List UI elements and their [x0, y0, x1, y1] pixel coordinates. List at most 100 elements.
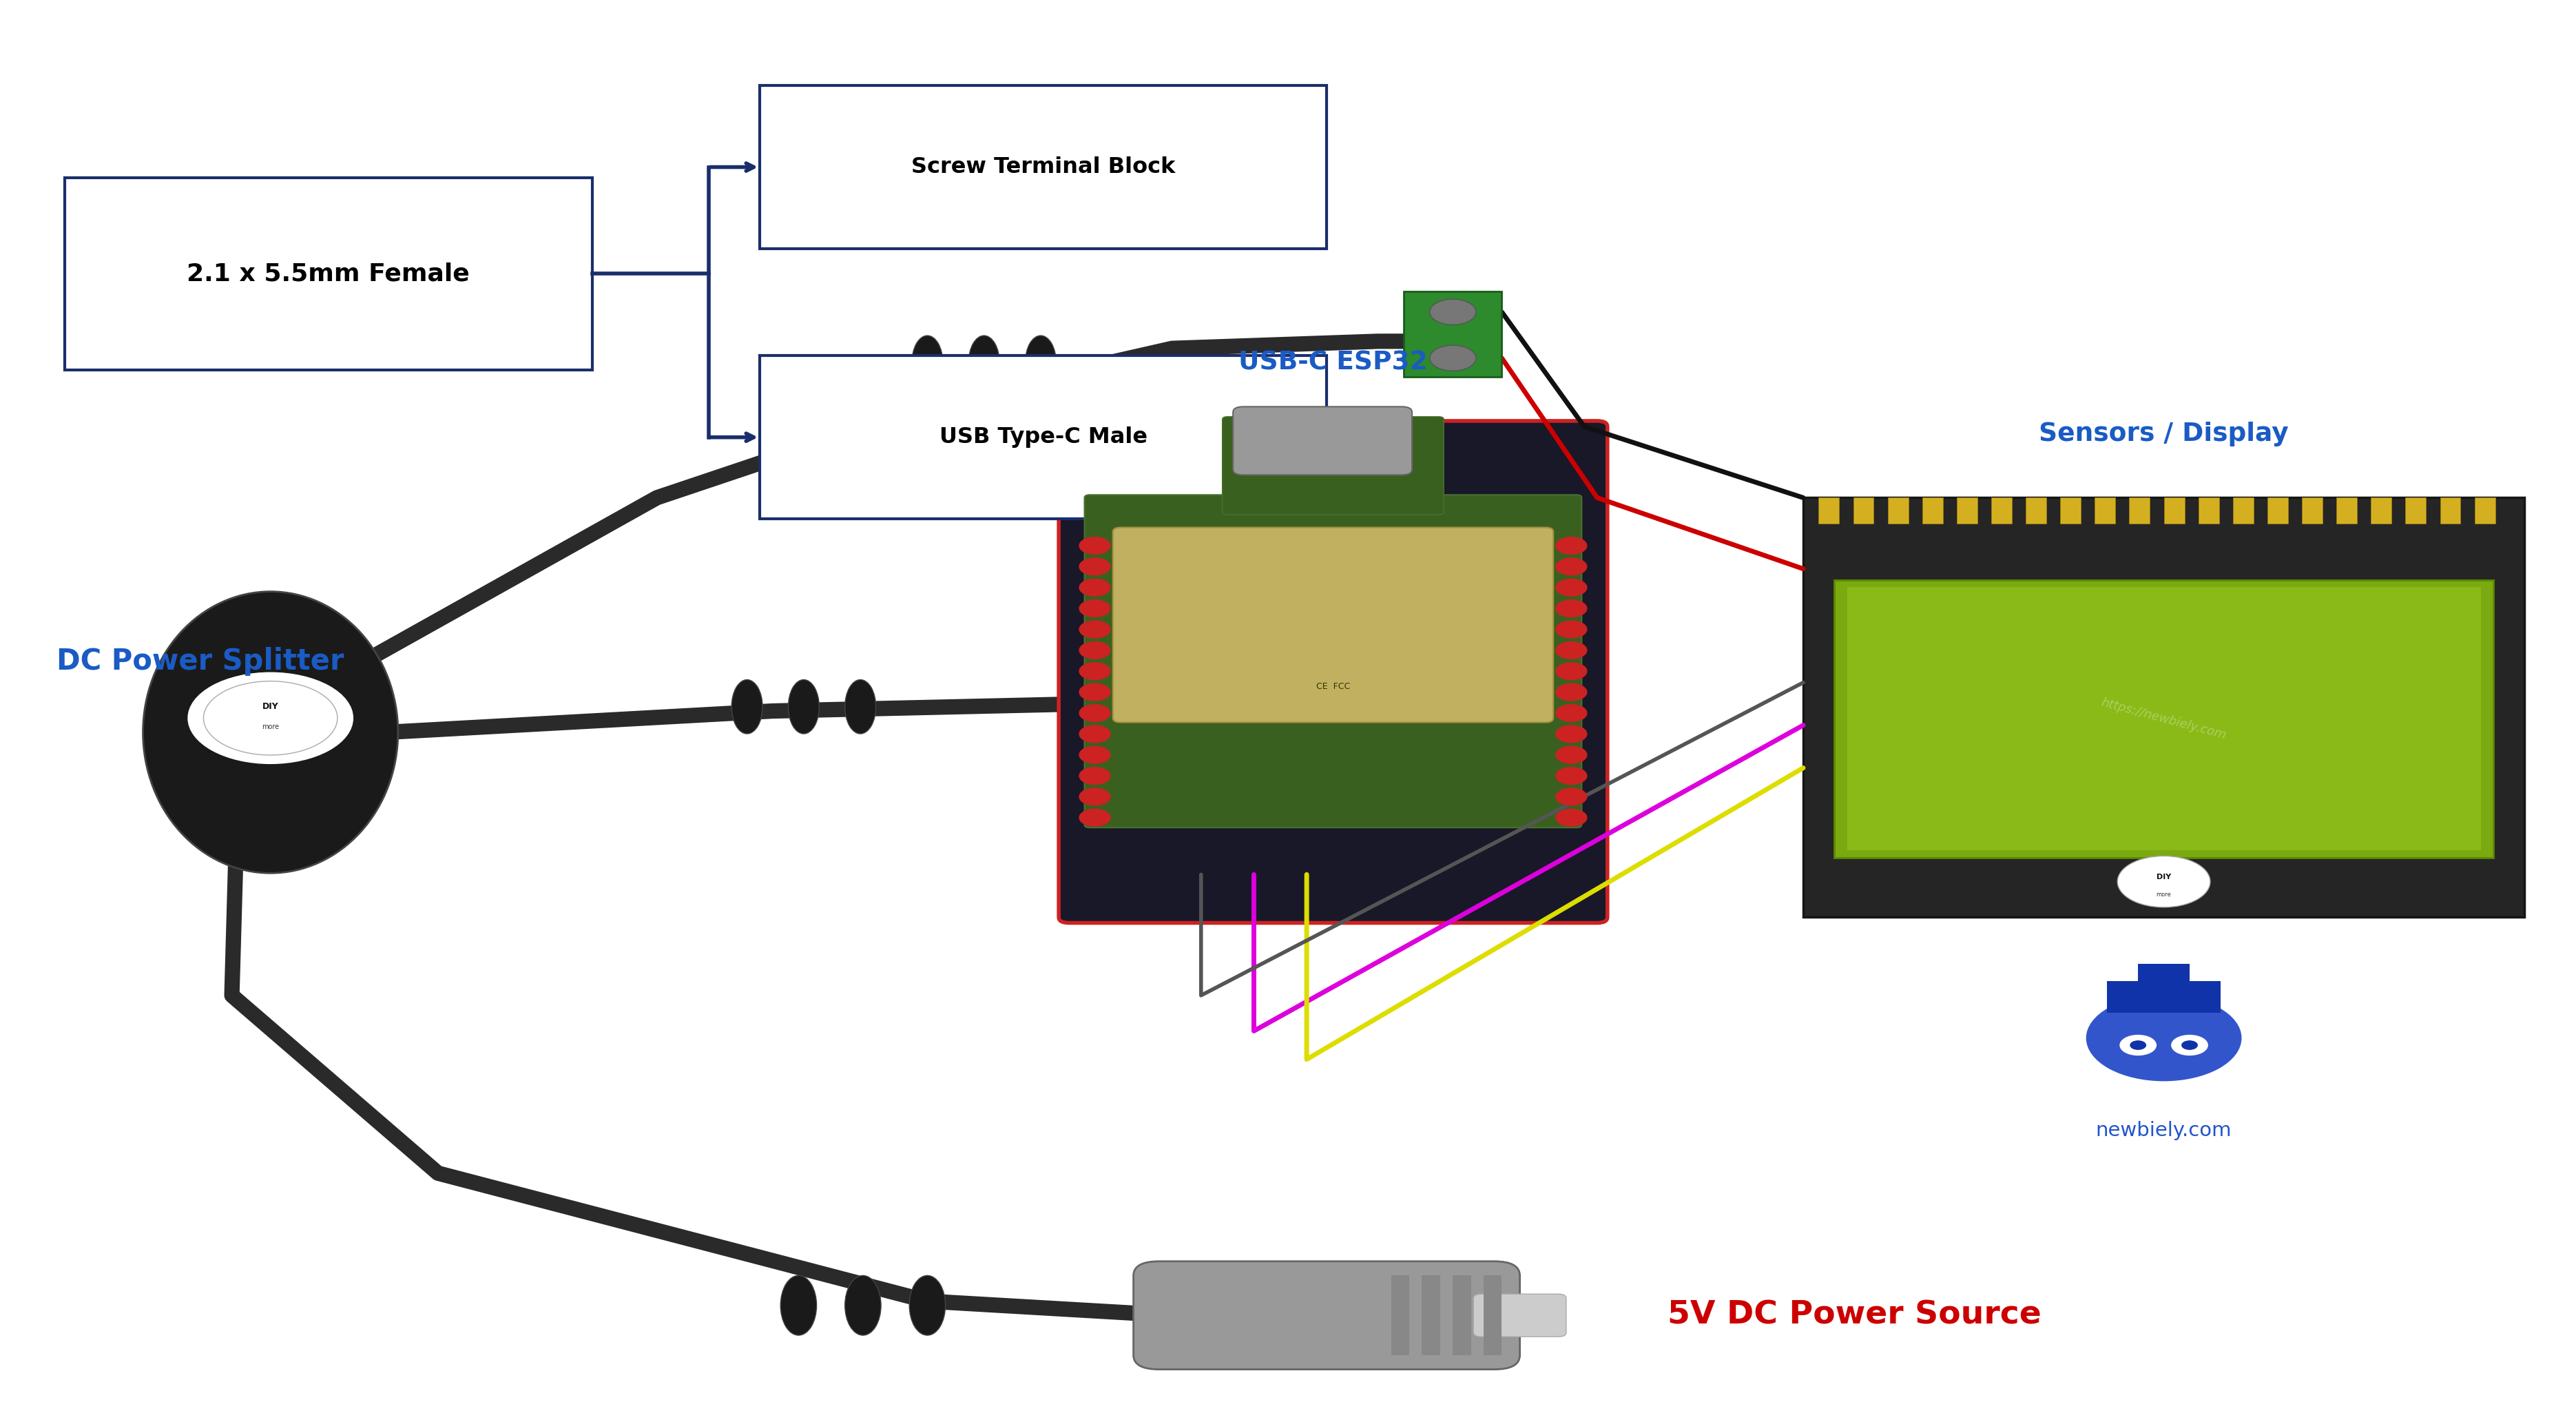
Circle shape [1079, 663, 1110, 680]
Bar [2267, 498, 2287, 523]
Ellipse shape [781, 1276, 817, 1335]
Bar [2439, 498, 2460, 523]
Circle shape [1556, 725, 1587, 742]
Bar [1391, 1276, 1409, 1355]
Bar [1484, 1276, 1502, 1355]
FancyBboxPatch shape [64, 178, 592, 370]
Circle shape [1556, 621, 1587, 638]
Circle shape [1079, 621, 1110, 638]
FancyBboxPatch shape [1084, 495, 1582, 828]
Ellipse shape [788, 680, 819, 734]
Text: USB-C ESP32: USB-C ESP32 [1239, 350, 1427, 375]
Ellipse shape [732, 680, 762, 734]
Bar [2164, 498, 2184, 523]
Circle shape [1556, 557, 1587, 574]
Circle shape [1079, 538, 1110, 555]
Bar [1819, 498, 1839, 523]
Circle shape [2117, 856, 2210, 907]
Bar [2336, 498, 2357, 523]
Bar [1888, 498, 1909, 523]
Text: DIY: DIY [263, 702, 278, 711]
Bar [2233, 498, 2254, 523]
Bar [2370, 498, 2391, 523]
Bar [1834, 580, 2494, 857]
Circle shape [1556, 809, 1587, 826]
Circle shape [1556, 663, 1587, 680]
Bar [2406, 498, 2427, 523]
Text: 5V DC Power Source: 5V DC Power Source [1667, 1300, 2043, 1331]
Bar [2476, 498, 2496, 523]
Circle shape [2130, 1041, 2146, 1049]
Circle shape [1556, 641, 1587, 658]
Circle shape [1556, 788, 1587, 805]
Circle shape [1079, 768, 1110, 785]
FancyBboxPatch shape [1133, 1261, 1520, 1369]
Text: more: more [2156, 892, 2172, 897]
Circle shape [2087, 995, 2241, 1081]
Bar [1847, 587, 2481, 850]
Circle shape [1556, 538, 1587, 555]
Text: Sensors / Display: Sensors / Display [2040, 421, 2287, 447]
Circle shape [1079, 641, 1110, 658]
Circle shape [1079, 725, 1110, 742]
Circle shape [2182, 1041, 2197, 1049]
Ellipse shape [845, 1276, 881, 1335]
Bar [1852, 498, 1873, 523]
Text: DIY: DIY [2156, 875, 2172, 880]
Bar [1422, 1276, 1440, 1355]
FancyBboxPatch shape [1473, 1294, 1566, 1337]
Circle shape [1079, 788, 1110, 805]
Text: more: more [263, 724, 278, 729]
FancyBboxPatch shape [1059, 421, 1607, 923]
Circle shape [1556, 704, 1587, 721]
Bar [2025, 498, 2045, 523]
Circle shape [1079, 809, 1110, 826]
Circle shape [1079, 579, 1110, 596]
Ellipse shape [912, 336, 943, 390]
Text: CE  FCC: CE FCC [1316, 683, 1350, 691]
Circle shape [2172, 1035, 2208, 1055]
FancyBboxPatch shape [1234, 407, 1412, 475]
Bar [2094, 498, 2115, 523]
Ellipse shape [845, 680, 876, 734]
Bar [2138, 964, 2190, 990]
Text: USB Type-C Male: USB Type-C Male [940, 427, 1146, 448]
Text: https://newbiely.com: https://newbiely.com [2099, 697, 2228, 741]
Bar [1404, 292, 1502, 377]
Circle shape [1079, 747, 1110, 764]
FancyBboxPatch shape [1221, 417, 1443, 515]
Circle shape [1079, 704, 1110, 721]
FancyBboxPatch shape [760, 85, 1327, 249]
Circle shape [1556, 747, 1587, 764]
Ellipse shape [969, 336, 999, 390]
Circle shape [1079, 684, 1110, 701]
Circle shape [1556, 600, 1587, 617]
Circle shape [1556, 579, 1587, 596]
Circle shape [1079, 600, 1110, 617]
Bar [2061, 498, 2081, 523]
Text: 2.1 x 5.5mm Female: 2.1 x 5.5mm Female [188, 262, 469, 286]
Text: newbiely.com: newbiely.com [2097, 1121, 2231, 1140]
Circle shape [188, 673, 353, 764]
Text: Screw Terminal Block: Screw Terminal Block [912, 156, 1175, 178]
Ellipse shape [909, 1276, 945, 1335]
Ellipse shape [144, 592, 397, 873]
Circle shape [1430, 299, 1476, 324]
Bar [2130, 498, 2151, 523]
Text: DC Power Splitter: DC Power Splitter [57, 647, 345, 675]
Bar [2107, 981, 2221, 1012]
Ellipse shape [1025, 336, 1056, 390]
Circle shape [1079, 557, 1110, 574]
FancyBboxPatch shape [1113, 528, 1553, 722]
Bar [1991, 498, 2012, 523]
Bar [2303, 498, 2324, 523]
FancyBboxPatch shape [1803, 498, 2524, 917]
Bar [2197, 498, 2218, 523]
Circle shape [1556, 684, 1587, 701]
Bar [1958, 498, 1978, 523]
Circle shape [204, 681, 337, 755]
FancyBboxPatch shape [760, 356, 1327, 519]
Circle shape [2120, 1035, 2156, 1055]
Circle shape [1430, 346, 1476, 371]
Circle shape [1556, 768, 1587, 785]
